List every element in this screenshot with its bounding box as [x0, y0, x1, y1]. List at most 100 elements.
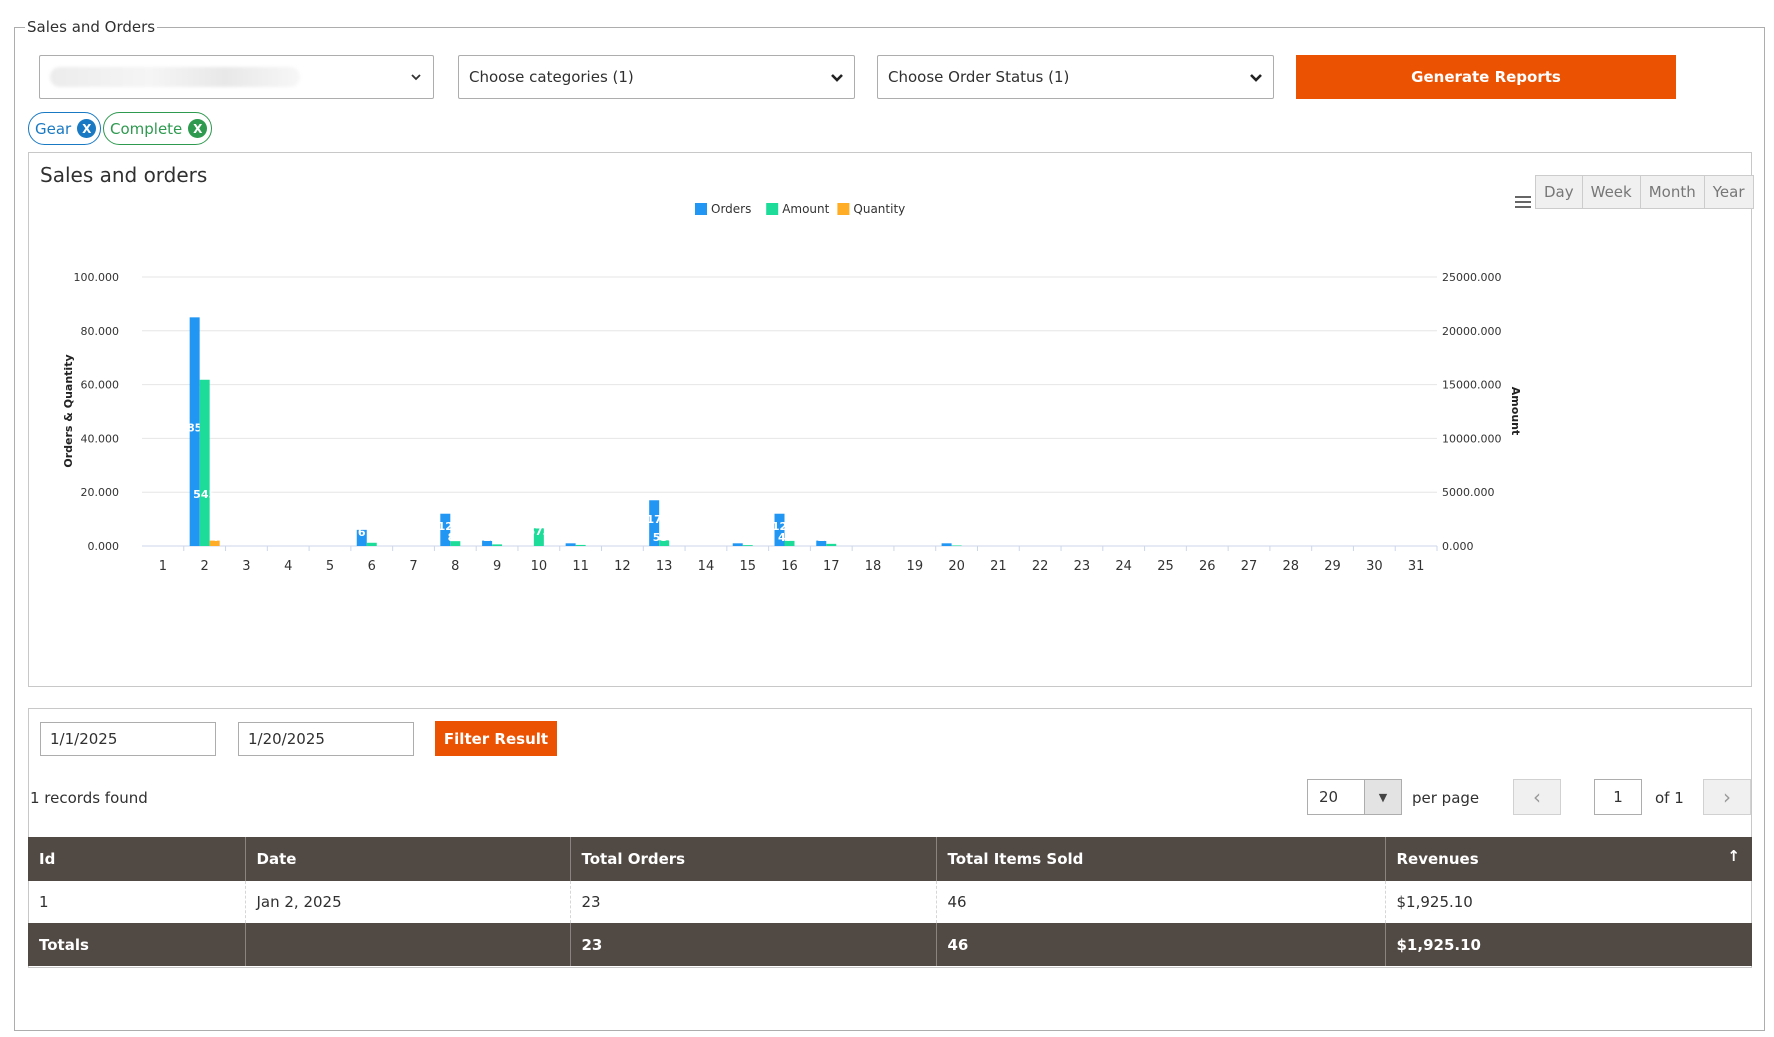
column-header-items-sold[interactable]: Total Items Sold: [936, 837, 1386, 881]
data-label: 1: [943, 531, 951, 544]
page-number-input[interactable]: 1: [1594, 779, 1642, 815]
totals-orders: 23: [570, 923, 937, 966]
cell-id: 1: [28, 881, 246, 923]
remove-chip-icon[interactable]: X: [188, 119, 208, 138]
legend-label: Orders: [711, 202, 751, 216]
bar-orders: [732, 543, 743, 546]
next-page-button[interactable]: ›: [1703, 779, 1751, 815]
filter-result-button[interactable]: Filter Result: [435, 721, 557, 756]
legend-label: Quantity: [853, 202, 905, 216]
period-month-button[interactable]: Month: [1640, 176, 1705, 208]
chip-label: Complete: [110, 119, 183, 138]
x-tick-label: 26: [1199, 559, 1216, 574]
sort-arrow-icon[interactable]: ↑: [1727, 847, 1740, 865]
totals-row: Totals 23 46 $1,925.10: [28, 923, 1752, 966]
y-left-axis-title: Orders & Quantity: [62, 354, 75, 467]
x-tick-label: 6: [368, 559, 376, 574]
y-right-tick-label: 15000.000: [1442, 379, 1502, 392]
data-label: 532: [653, 531, 676, 544]
categories-select-label: Choose categories (1): [469, 68, 634, 86]
store-select-value: [50, 67, 300, 87]
x-tick-label: 7: [409, 559, 417, 574]
data-label: 2: [817, 531, 825, 544]
order-status-select-label: Choose Order Status (1): [888, 68, 1070, 86]
menu-icon: [1515, 206, 1531, 208]
table-row: 1 Jan 2, 2025 23 46 $1,925.10: [28, 881, 1752, 923]
data-label: 12: [772, 520, 787, 533]
report-table: Id Date Total Orders Total Items Sold Re…: [28, 837, 1752, 966]
generate-reports-button[interactable]: Generate Reports: [1296, 55, 1676, 99]
y-left-tick-label: 0.000: [88, 540, 120, 553]
records-count: 1 records found: [30, 789, 148, 807]
chart-panel-title: Sales and orders: [40, 163, 208, 187]
column-header-revenues[interactable]: Revenues ↑: [1385, 837, 1752, 881]
cell-date: Jan 2, 2025: [245, 881, 571, 923]
to-date-input[interactable]: 1/20/2025: [238, 722, 414, 756]
data-label: 673: [527, 525, 550, 538]
bar-orders: [565, 543, 576, 546]
y-right-tick-label: 0.000: [1442, 540, 1474, 553]
table-header-row: Id Date Total Orders Total Items Sold Re…: [28, 837, 1752, 881]
per-page-select[interactable]: 20 ▼: [1307, 779, 1402, 815]
x-tick-label: 5: [326, 559, 334, 574]
bar-amount: [533, 528, 544, 546]
x-tick-label: 2: [201, 559, 209, 574]
data-label: 4: [211, 531, 219, 544]
y-right-tick-label: 25000.000: [1442, 271, 1502, 284]
remove-chip-icon[interactable]: X: [77, 119, 97, 138]
x-tick-label: 31: [1408, 559, 1425, 574]
period-week-button[interactable]: Week: [1582, 176, 1641, 208]
x-tick-label: 18: [865, 559, 882, 574]
period-day-button[interactable]: Day: [1536, 176, 1583, 208]
data-label: 20: [824, 531, 840, 544]
chevron-down-icon: [831, 74, 843, 82]
chart-panel: Sales and orders Day Week Month Year 100…: [28, 152, 1754, 687]
column-header-label: Revenues: [1396, 850, 1479, 868]
data-label: 9: [368, 531, 376, 544]
from-date-input[interactable]: 1/1/2025: [40, 722, 216, 756]
x-tick-label: 21: [990, 559, 1007, 574]
x-tick-label: 22: [1032, 559, 1049, 574]
x-tick-label: 10: [531, 559, 548, 574]
data-label: 81: [448, 531, 463, 544]
bar-amount: [784, 540, 795, 546]
x-tick-label: 9: [493, 559, 501, 574]
x-tick-label: 27: [1241, 559, 1258, 574]
bar-orders: [482, 540, 493, 546]
sales-orders-fieldset: Sales and Orders: [14, 18, 1765, 1031]
y-right-axis-title: Amount: [1509, 387, 1522, 435]
bar-orders: [941, 543, 952, 546]
bar-amount: [951, 545, 962, 546]
previous-page-button[interactable]: ‹: [1513, 779, 1561, 815]
x-tick-label: 3: [242, 559, 250, 574]
chevron-down-icon: [1250, 74, 1262, 82]
bar-amount: [826, 543, 837, 546]
column-header-id[interactable]: Id: [28, 837, 246, 881]
y-left-tick-label: 80.000: [81, 325, 120, 338]
order-status-select[interactable]: Choose Order Status (1): [877, 55, 1274, 99]
column-header-date[interactable]: Date: [245, 837, 571, 881]
column-header-total-orders[interactable]: Total Orders: [570, 837, 937, 881]
totals-items-sold: 46: [936, 923, 1386, 966]
bar-amount: [366, 542, 377, 546]
store-select[interactable]: [39, 55, 434, 99]
legend-swatch: [766, 203, 779, 215]
data-label: 85: [187, 422, 202, 435]
legend-label: Amount: [782, 202, 829, 216]
menu-icon: [1515, 196, 1531, 198]
bar-amount: [659, 540, 670, 546]
period-switcher: Day Week Month Year: [1535, 175, 1754, 209]
bar-orders: [189, 317, 200, 546]
page-total: of 1: [1655, 789, 1684, 807]
bar-orders: [649, 500, 660, 546]
x-tick-label: 15: [739, 559, 756, 574]
data-label: 1: [577, 531, 585, 544]
bar-orders: [440, 513, 451, 546]
data-label: 545: [193, 488, 216, 501]
y-left-tick-label: 100.000: [74, 271, 120, 284]
x-tick-label: 25: [1157, 559, 1174, 574]
bar-quantity: [209, 540, 220, 546]
categories-select[interactable]: Choose categories (1): [458, 55, 855, 99]
period-year-button[interactable]: Year: [1704, 176, 1753, 208]
caret-down-icon[interactable]: ▼: [1364, 780, 1401, 814]
